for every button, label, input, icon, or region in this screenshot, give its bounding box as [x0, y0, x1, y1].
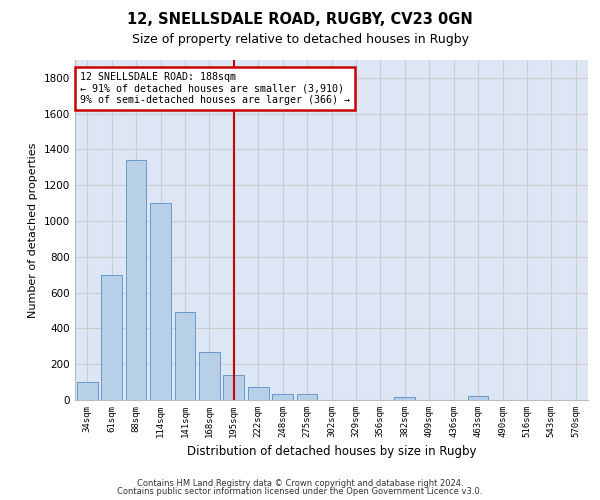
- Bar: [296, 394, 317, 400]
- Text: 12, SNELLSDALE ROAD, RUGBY, CV23 0GN: 12, SNELLSDALE ROAD, RUGBY, CV23 0GN: [127, 12, 473, 28]
- Bar: [101, 274, 122, 400]
- Bar: [223, 375, 244, 400]
- Bar: [248, 388, 269, 400]
- Bar: [77, 382, 98, 400]
- Bar: [125, 160, 146, 400]
- Bar: [394, 398, 415, 400]
- Bar: [199, 352, 220, 400]
- Bar: [175, 312, 196, 400]
- Text: 12 SNELLSDALE ROAD: 188sqm
← 91% of detached houses are smaller (3,910)
9% of se: 12 SNELLSDALE ROAD: 188sqm ← 91% of deta…: [80, 72, 350, 105]
- Text: Size of property relative to detached houses in Rugby: Size of property relative to detached ho…: [131, 32, 469, 46]
- Bar: [272, 394, 293, 400]
- Text: Contains public sector information licensed under the Open Government Licence v3: Contains public sector information licen…: [118, 487, 482, 496]
- Bar: [467, 396, 488, 400]
- Bar: [150, 203, 171, 400]
- Y-axis label: Number of detached properties: Number of detached properties: [28, 142, 38, 318]
- X-axis label: Distribution of detached houses by size in Rugby: Distribution of detached houses by size …: [187, 446, 476, 458]
- Text: Contains HM Land Registry data © Crown copyright and database right 2024.: Contains HM Land Registry data © Crown c…: [137, 478, 463, 488]
